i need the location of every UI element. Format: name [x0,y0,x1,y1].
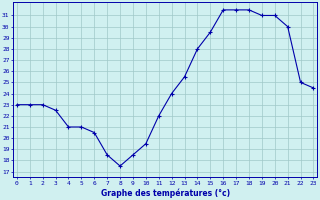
X-axis label: Graphe des températures (°c): Graphe des températures (°c) [100,188,230,198]
